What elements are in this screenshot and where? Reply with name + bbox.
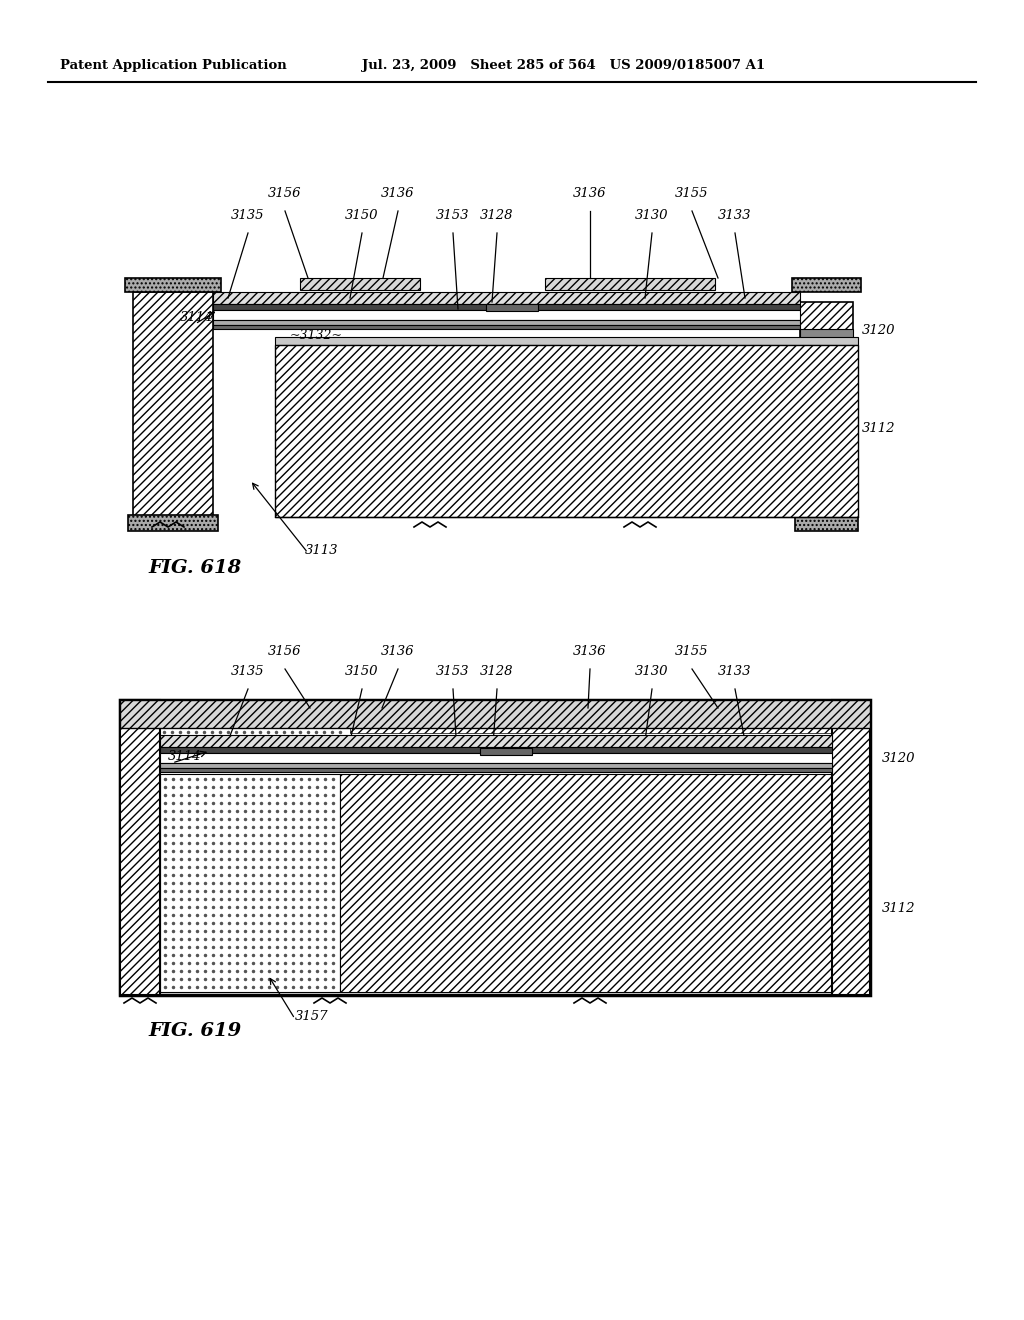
Text: 3153: 3153: [436, 209, 470, 222]
Bar: [160, 752, 831, 763]
Text: 3150: 3150: [345, 209, 379, 222]
Text: 3114: 3114: [180, 312, 213, 323]
Text: 3155: 3155: [675, 645, 709, 657]
Text: 3135: 3135: [231, 665, 265, 678]
Bar: [486, 304, 538, 312]
Text: 3156: 3156: [268, 645, 302, 657]
Text: 3136: 3136: [573, 187, 607, 201]
Bar: [792, 279, 861, 292]
Bar: [213, 310, 800, 319]
Text: ~3132~: ~3132~: [290, 329, 343, 342]
Bar: [545, 279, 715, 290]
Text: 3128: 3128: [480, 209, 514, 222]
Bar: [128, 515, 218, 531]
Text: 3113: 3113: [305, 544, 339, 557]
Text: 3157: 3157: [295, 1010, 329, 1023]
Text: 3120: 3120: [862, 323, 896, 337]
Bar: [133, 292, 213, 517]
Bar: [120, 700, 160, 995]
Bar: [315, 708, 435, 722]
Text: 3150: 3150: [345, 665, 379, 678]
Bar: [300, 279, 420, 290]
Text: 3136: 3136: [381, 645, 415, 657]
Bar: [160, 729, 350, 770]
Bar: [125, 279, 221, 292]
Text: 3153: 3153: [436, 665, 470, 678]
Text: 3114: 3114: [168, 750, 202, 763]
Bar: [213, 304, 800, 310]
Bar: [800, 302, 853, 517]
Text: 3130: 3130: [635, 665, 669, 678]
Bar: [525, 708, 695, 722]
Bar: [213, 325, 800, 329]
Bar: [275, 337, 858, 345]
Bar: [800, 329, 853, 339]
Bar: [340, 774, 831, 993]
Bar: [795, 515, 858, 531]
Text: 3120: 3120: [882, 752, 915, 766]
Bar: [213, 319, 800, 325]
Bar: [120, 700, 870, 995]
Bar: [160, 763, 831, 768]
Text: 3133: 3133: [718, 209, 752, 222]
Text: 3135: 3135: [231, 209, 265, 222]
Bar: [160, 735, 831, 747]
Bar: [831, 700, 870, 995]
Bar: [480, 748, 532, 755]
Text: 3130: 3130: [635, 209, 669, 222]
Bar: [275, 345, 858, 517]
Text: 3156: 3156: [268, 187, 302, 201]
Text: 3136: 3136: [573, 645, 607, 657]
Bar: [160, 768, 831, 772]
Bar: [350, 729, 831, 733]
Bar: [213, 292, 800, 304]
Text: 3136: 3136: [381, 187, 415, 201]
Text: 3112: 3112: [882, 902, 915, 915]
Text: 3155: 3155: [675, 187, 709, 201]
Bar: [120, 700, 870, 729]
Text: Patent Application Publication: Patent Application Publication: [60, 59, 287, 73]
Text: 3112: 3112: [862, 422, 896, 436]
Bar: [160, 774, 340, 993]
Text: FIG. 618: FIG. 618: [148, 558, 242, 577]
Text: Jul. 23, 2009   Sheet 285 of 564   US 2009/0185007 A1: Jul. 23, 2009 Sheet 285 of 564 US 2009/0…: [362, 59, 765, 73]
Text: 3133: 3133: [718, 665, 752, 678]
Bar: [160, 747, 831, 752]
Text: FIG. 619: FIG. 619: [148, 1022, 242, 1040]
Text: 3128: 3128: [480, 665, 514, 678]
